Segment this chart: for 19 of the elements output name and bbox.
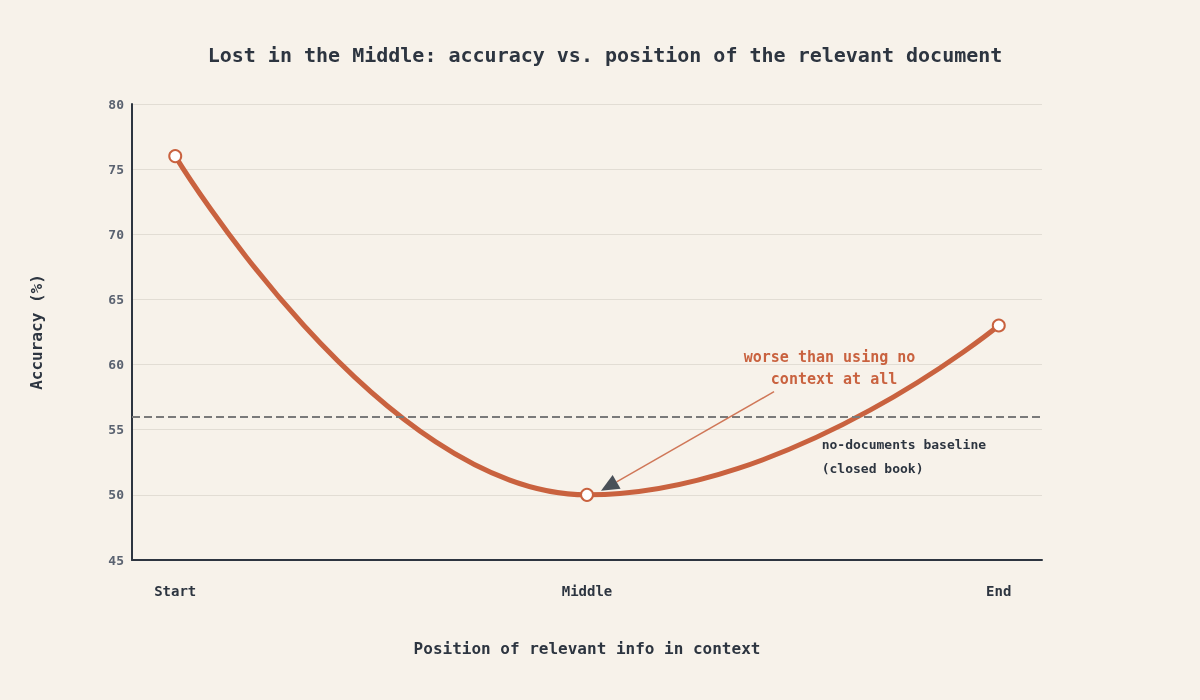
y-tick-label: 75 xyxy=(108,161,124,177)
point xyxy=(991,318,1006,333)
x-tick-label: Start xyxy=(154,583,197,599)
ref-line-label: no-documents baseline (closed book) xyxy=(821,437,994,477)
y-axis-title: Accuracy (%) xyxy=(26,274,46,390)
annotation: worse than using no context at all xyxy=(743,347,925,388)
chart-title: Lost in the Middle: accuracy vs. position of the relevant document xyxy=(207,43,1003,67)
x-tick-label: End xyxy=(986,583,1012,599)
y-tick-label: 50 xyxy=(108,487,125,503)
y-tick-label: 80 xyxy=(108,96,125,112)
y-tick-label: 70 xyxy=(108,226,125,242)
point xyxy=(168,149,183,164)
y-tick-label: 55 xyxy=(108,422,124,438)
y-tick-label: 65 xyxy=(108,291,124,307)
x-axis-title: Position of relevant info in context xyxy=(413,638,761,658)
y-tick-label: 60 xyxy=(108,357,125,373)
x-tick-label: Middle xyxy=(561,583,613,599)
y-tick-label: 45 xyxy=(108,552,124,568)
point xyxy=(580,487,594,502)
